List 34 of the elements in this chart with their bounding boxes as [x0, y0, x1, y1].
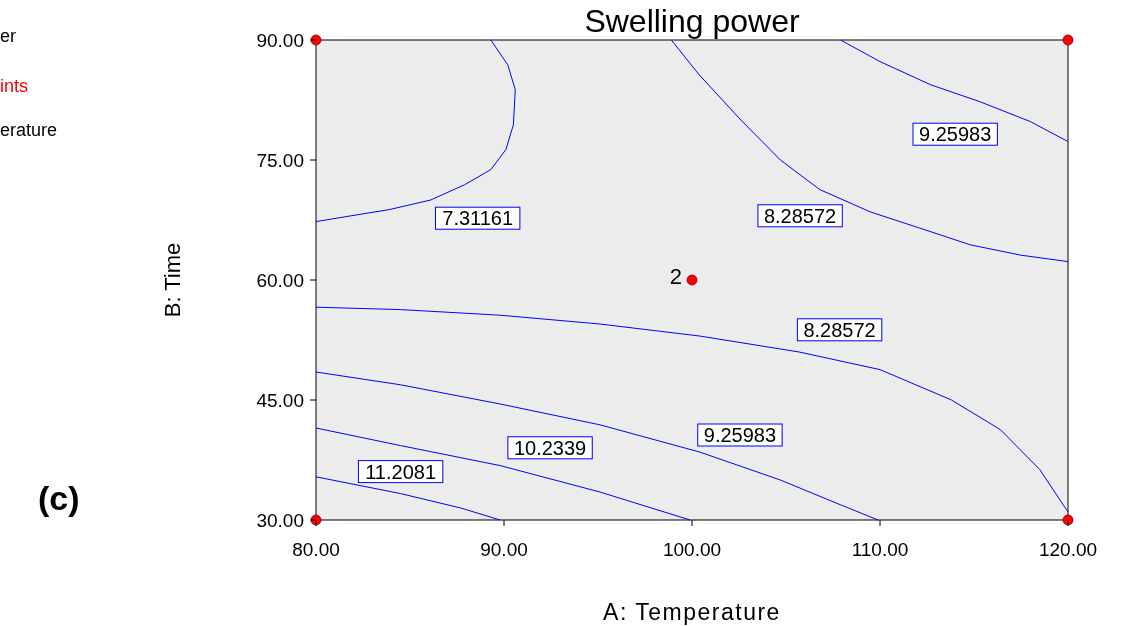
- x-tick-label: 100.00: [662, 539, 722, 560]
- series-label: 10.2339: [513, 436, 587, 459]
- x-tick-label: 120.00: [1038, 539, 1098, 560]
- chart-title: Swelling power: [584, 3, 800, 39]
- point: [310, 34, 322, 46]
- y-tick-label: 90.00: [256, 30, 304, 51]
- annotation: 2: [669, 264, 682, 289]
- series-label: 11.2081: [365, 460, 437, 483]
- line-series: [315, 427, 691, 521]
- series-label: 9.25983: [919, 123, 992, 146]
- y-tick-label: 45.00: [256, 390, 304, 411]
- line-series: [670, 39, 1069, 263]
- series-label: 8.28572: [763, 204, 837, 227]
- text: er: [0, 26, 17, 46]
- text: (c): [38, 479, 80, 517]
- point: [686, 274, 698, 286]
- y-axis-title: B: Time: [160, 242, 185, 318]
- y-tick-label: 75.00: [256, 150, 304, 171]
- point: [1062, 34, 1074, 46]
- point: [1062, 514, 1074, 526]
- x-axis-title: A: Temperature: [603, 599, 781, 625]
- y-tick-label: 60.00: [256, 270, 304, 291]
- line-series: [315, 371, 879, 521]
- x-tick-label: 80.00: [292, 539, 340, 560]
- text: erature: [0, 120, 58, 140]
- series-label: 9.25983: [703, 424, 777, 446]
- series-label: 7.31161: [442, 207, 514, 230]
- x-tick-label: 110.00: [851, 539, 909, 560]
- series-label: 8.28572: [803, 318, 876, 341]
- line-series: [315, 39, 516, 223]
- text: ints: [0, 76, 29, 96]
- line-series: [840, 39, 1069, 143]
- x-tick-label: 90.00: [480, 539, 528, 560]
- y-tick-label: 30.00: [256, 510, 304, 531]
